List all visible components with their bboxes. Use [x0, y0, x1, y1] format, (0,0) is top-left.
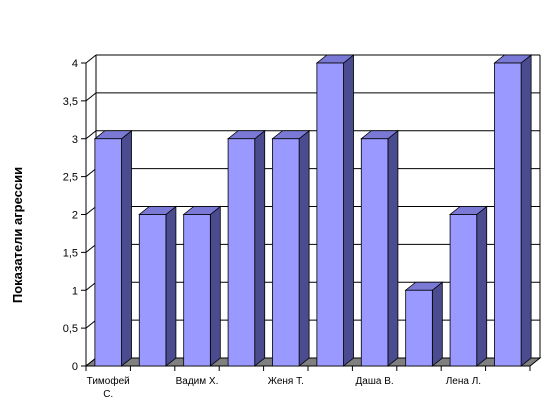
y-tick-label: 4 — [72, 58, 78, 70]
bar-side — [298, 129, 310, 367]
bar — [360, 129, 400, 367]
bar-side — [254, 129, 266, 367]
bar-front — [272, 138, 300, 367]
x-category-label: Лена Л. — [446, 376, 481, 387]
bar-side — [387, 129, 399, 367]
x-category-label: Вадим Х. — [176, 376, 219, 387]
bar — [138, 205, 178, 367]
y-axis-title: Показатели агрессии — [10, 167, 25, 303]
bar-front — [94, 138, 122, 367]
bar-front — [360, 138, 389, 367]
gridline-depth — [85, 243, 97, 253]
bar-side — [121, 129, 132, 367]
gridline-depth — [85, 319, 97, 329]
chart-bars — [93, 54, 533, 367]
bar-front — [138, 214, 167, 367]
bar-side — [476, 205, 488, 367]
bar-front — [494, 62, 522, 367]
x-category-label: Даша В. — [356, 376, 394, 387]
bar-front — [183, 214, 211, 367]
bar-front — [405, 289, 433, 367]
x-category-labels: Тимофей С. Вадим Х. Женя Т. Даша В. Лена Л. — [87, 375, 481, 400]
bar — [226, 129, 266, 367]
y-tick-label: 0,5 — [63, 323, 78, 335]
y-tick-label: 0 — [72, 361, 78, 373]
y-tick-label: 1 — [72, 285, 78, 297]
bar-side — [431, 281, 443, 367]
gridline-depth — [85, 281, 97, 291]
bar-side — [343, 54, 354, 367]
y-tick-label: 2,5 — [63, 172, 78, 184]
bar — [182, 205, 222, 367]
y-tick-label: 3 — [72, 134, 78, 146]
gridline-depth — [85, 168, 97, 178]
bar-side — [165, 205, 177, 367]
bar-front — [227, 138, 256, 367]
bar — [404, 281, 444, 367]
y-tick-labels: 0 0,5 1 1,5 2 2,5 3 3,5 4 — [63, 58, 78, 373]
bar-front — [449, 214, 478, 367]
gridline-depth — [85, 92, 97, 102]
bar-side — [520, 54, 532, 367]
gridline-depth — [85, 130, 97, 140]
x-category-label: Тимофей С. — [87, 375, 130, 400]
x-category-label: Женя Т. — [268, 376, 304, 387]
bar — [315, 54, 355, 367]
bar — [271, 129, 311, 367]
bar-front — [316, 62, 344, 367]
gridline-depth — [85, 54, 97, 64]
y-tick-label: 3,5 — [63, 96, 78, 108]
bar — [493, 54, 533, 367]
bar — [448, 205, 488, 367]
bar — [93, 129, 133, 367]
y-tick-label: 2 — [72, 210, 78, 222]
y-tick-label: 1,5 — [63, 247, 78, 259]
bar-side — [209, 205, 221, 367]
gridline-depth — [85, 206, 97, 215]
